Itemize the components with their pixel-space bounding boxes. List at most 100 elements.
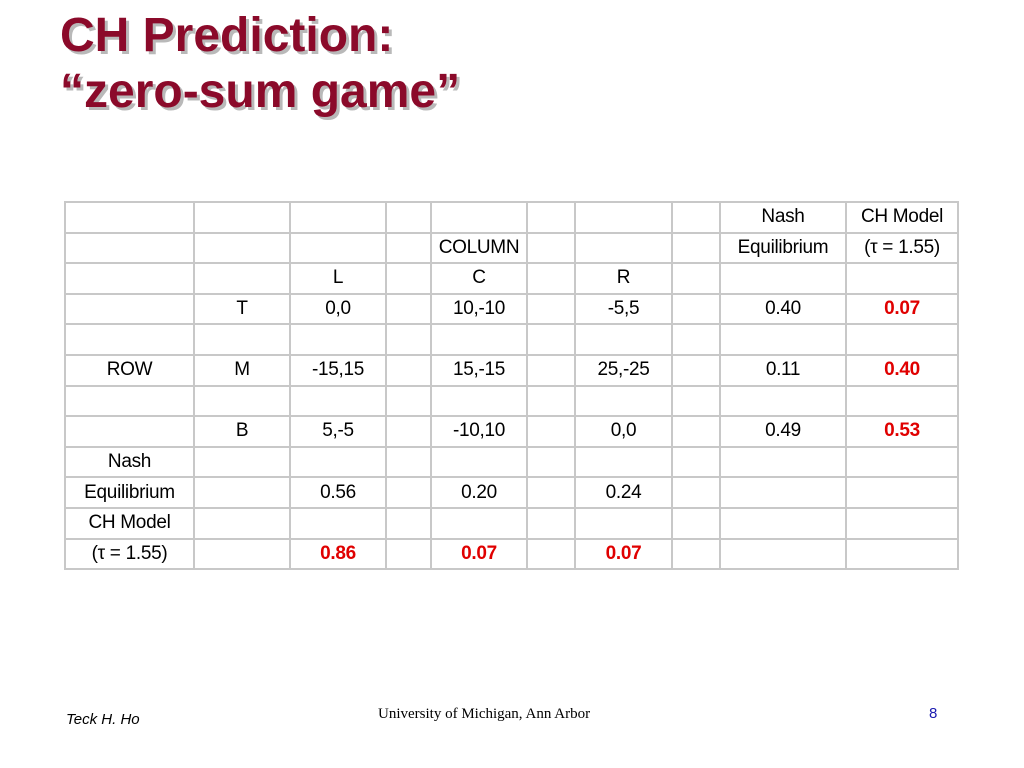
table-cell [430,384,528,418]
table-cell [845,445,959,479]
table-cell: 0.56 [289,476,387,509]
table-cell: CH Model [64,506,195,540]
table-cell [719,262,847,295]
table-cell: -15,15 [289,353,387,387]
table-cell: -5,5 [574,292,673,326]
table-cell [526,353,576,387]
table-cell: ROW [64,353,195,387]
table-cell [385,506,432,540]
table-cell [193,476,291,509]
table-cell: R [574,262,673,295]
table-cell [526,445,576,479]
table-cell [526,537,576,571]
table-cell [671,506,721,540]
table-cell: 0.11 [719,353,847,387]
table-cell: 0,0 [289,292,387,326]
table-cell: CH Model [845,201,959,234]
table-cell: 25,-25 [574,353,673,387]
table-cell [289,445,387,479]
table-cell: Nash [719,201,847,234]
table-cell [193,201,291,234]
table-cell [385,292,432,326]
table-cell [193,384,291,418]
table-cell: 0.07 [430,537,528,571]
table-cell [526,201,576,234]
table-cell [64,384,195,418]
table-row [64,384,959,418]
table-row: B 5,-5 -10,10 0,0 0.49 0.53 [64,415,959,448]
table-cell [64,262,195,295]
table-cell [64,323,195,356]
table-row [64,323,959,356]
table-cell: 5,-5 [289,415,387,448]
table-cell: 0,0 [574,415,673,448]
table-cell: 0.40 [845,353,959,387]
table-cell [385,231,432,265]
table-cell [574,201,673,234]
table-cell: M [193,353,291,387]
table-cell [845,506,959,540]
table-cell [289,231,387,265]
table-cell [574,323,673,356]
table-cell [193,323,291,356]
table-cell [719,506,847,540]
table-cell [64,292,195,326]
payoff-table-body: Nash CH Model COLUMN Equilibrium (τ = 1.55) L… [64,201,959,571]
table-cell [193,506,291,540]
table-cell [64,201,195,234]
table-cell: B [193,415,291,448]
table-cell [719,476,847,509]
table-cell: 0.07 [574,537,673,571]
table-cell [526,323,576,356]
table-cell [430,445,528,479]
table-cell [845,323,959,356]
slide-title-line2: “zero-sum game” [60,65,461,118]
table-row: COLUMN Equilibrium (τ = 1.55) [64,231,959,265]
table-cell [64,231,195,265]
table-cell: 0.40 [719,292,847,326]
table-row: Nash CH Model [64,201,959,234]
table-cell: (τ = 1.55) [845,231,959,265]
table-cell [719,323,847,356]
table-cell [289,323,387,356]
table-cell [845,262,959,295]
table-cell [671,323,721,356]
table-cell [193,262,291,295]
table-cell [574,231,673,265]
table-cell [671,201,721,234]
table-row: CH Model [64,506,959,540]
table-cell [526,231,576,265]
table-row: Nash [64,445,959,479]
table-cell [526,384,576,418]
table-cell [671,384,721,418]
table-cell: Equilibrium [64,476,195,509]
table-row: (τ = 1.55) 0.86 0.07 0.07 [64,537,959,571]
table-cell [526,292,576,326]
table-cell [671,476,721,509]
table-cell [193,445,291,479]
slide-title-line1: CH Prediction: [60,9,394,62]
slide-title: CH Prediction: “zero-sum game” [60,8,460,120]
table-cell [385,476,432,509]
table-cell: 10,-10 [430,292,528,326]
footer-institution: University of Michigan, Ann Arbor [378,706,591,722]
table-cell [671,445,721,479]
table-cell [385,384,432,418]
table-cell [671,262,721,295]
table-cell [845,476,959,509]
table-cell: 15,-15 [430,353,528,387]
table-cell [289,384,387,418]
table-cell [430,323,528,356]
table-cell [385,323,432,356]
table-cell [526,415,576,448]
table-cell [385,353,432,387]
table-cell [385,201,432,234]
table-cell [289,506,387,540]
table-cell [430,506,528,540]
table-cell: 0.24 [574,476,673,509]
table-cell [845,537,959,571]
payoff-table: Nash CH Model COLUMN Equilibrium (τ = 1.55) L… [64,201,959,571]
table-cell [574,506,673,540]
table-cell [193,231,291,265]
